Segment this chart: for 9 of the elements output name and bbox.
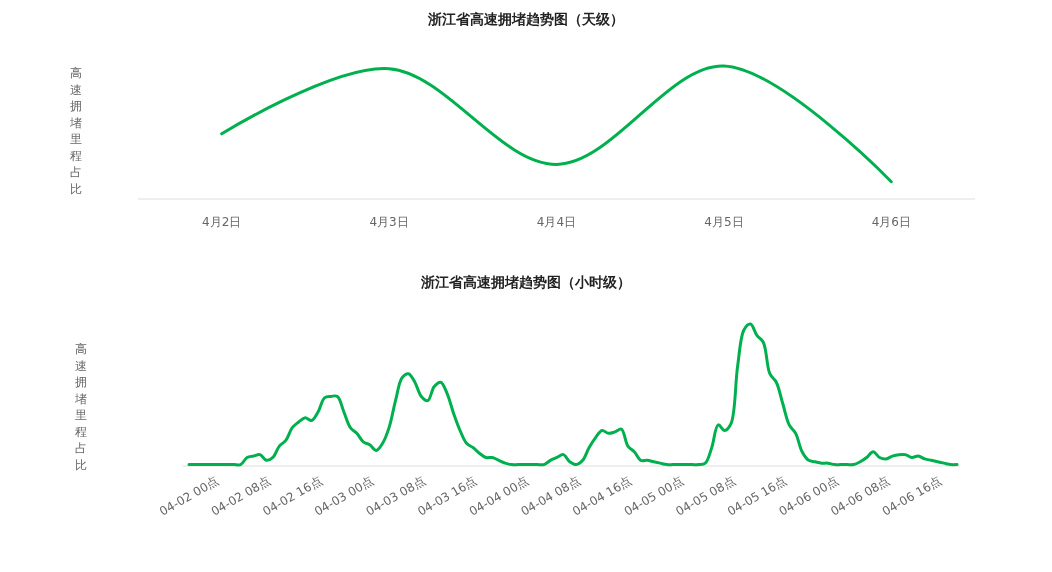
y-axis-title: 高速拥堵里程占比: [74, 342, 87, 472]
x-tick-label: 4月5日: [704, 215, 744, 229]
x-tick-label: 4月3日: [369, 215, 409, 229]
x-tick-label: 4月2日: [202, 215, 242, 229]
chart-title: 浙江省高速拥堵趋势图（天级）: [427, 11, 624, 27]
y-axis-title: 高速拥堵里程占比: [69, 66, 82, 196]
x-tick-label: 4月6日: [871, 215, 911, 229]
chart-title: 浙江省高速拥堵趋势图（小时级）: [420, 274, 631, 290]
x-tick-label: 4月4日: [536, 215, 577, 229]
